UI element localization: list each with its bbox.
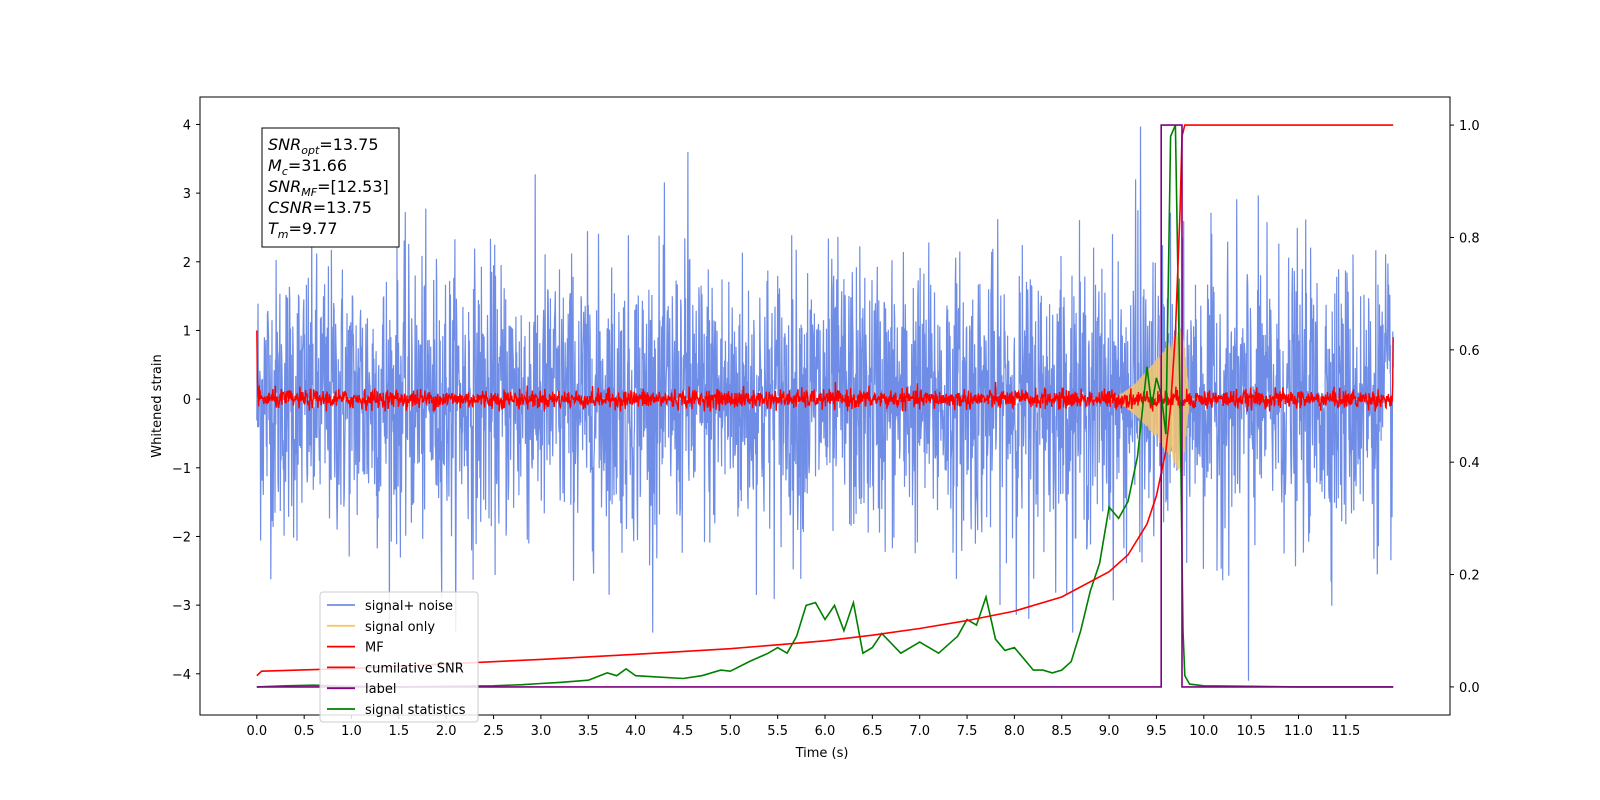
- y-tick-label: −4: [172, 668, 191, 683]
- legend-label: cumilative SNR: [365, 661, 464, 676]
- x-axis: 0.0 0.5 1.0 1.5 2.0 2.5 3.0 3.5 4.0 4.5 5.0 5.5 6.0 6…: [246, 715, 1360, 739]
- y-tick-label: 4: [183, 118, 191, 133]
- stats-symbol: CSNR: [268, 198, 313, 217]
- x-tick-label: 11.0: [1284, 724, 1313, 739]
- y-tick-label: −3: [172, 599, 191, 614]
- y-axis-left: −4 −3 −2 −1 0 1 2 3 4: [172, 118, 200, 683]
- y-tick-label: 3: [183, 187, 191, 202]
- legend-frame: [319, 591, 479, 723]
- x-tick-label: 5.5: [767, 724, 788, 739]
- x-tick-label: 7.5: [957, 724, 978, 739]
- x-tick-label: 10.5: [1237, 724, 1266, 739]
- y2-tick-label: 0.6: [1459, 344, 1480, 359]
- x-tick-label: 7.0: [909, 724, 930, 739]
- stats-subscript: c: [282, 165, 288, 178]
- x-tick-label: 8.0: [1004, 724, 1025, 739]
- y2-tick-label: 0.0: [1459, 681, 1480, 696]
- stats-subscript: m: [278, 228, 289, 241]
- x-tick-label: 0.5: [294, 724, 315, 739]
- x-axis-label: Time (s): [795, 746, 849, 761]
- y-tick-label: −1: [172, 462, 191, 477]
- stats-subscript: opt: [301, 144, 320, 157]
- stats-line: Mc=31.66: [268, 156, 347, 178]
- x-tick-label: 1.0: [341, 724, 362, 739]
- y2-tick-label: 1.0: [1459, 119, 1480, 134]
- stats-value: =[12.53]: [317, 177, 389, 196]
- stats-symbol: SNR: [268, 135, 301, 154]
- x-tick-label: 11.5: [1331, 724, 1360, 739]
- legend-label: label: [365, 682, 396, 697]
- legend-label: signal+ noise: [365, 599, 453, 614]
- series-label-line: [256, 124, 1394, 688]
- stats-line: Tm=9.77: [268, 219, 338, 241]
- stats-box-frame: [261, 127, 400, 248]
- y-tick-label: 2: [183, 256, 191, 271]
- x-tick-label: 5.0: [720, 724, 741, 739]
- legend-label: signal only: [365, 620, 435, 635]
- x-tick-label: 6.0: [815, 724, 836, 739]
- x-tick-label: 2.0: [436, 724, 457, 739]
- series-mf-line: [256, 330, 1394, 412]
- y2-tick-label: 0.2: [1459, 569, 1480, 584]
- legend-label: signal statistics: [365, 703, 466, 718]
- y2-tick-label: 0.8: [1459, 231, 1480, 246]
- stats-symbol: SNR: [268, 177, 301, 196]
- legend: signal+ noise signal only MF cumilative SNR…: [319, 591, 479, 723]
- stats-symbol: M: [268, 156, 282, 175]
- x-tick-label: 9.0: [1099, 724, 1120, 739]
- x-tick-label: 4.0: [625, 724, 646, 739]
- y-tick-label: 1: [183, 324, 191, 339]
- stats-line: SNRMF=[12.53]: [268, 177, 389, 199]
- y-axis-right: 0.0 0.2 0.4 0.6 0.8 1.0: [1450, 119, 1480, 696]
- x-tick-label: 6.5: [862, 724, 883, 739]
- y-tick-label: 0: [183, 393, 191, 408]
- stats-subscript: MF: [301, 186, 317, 199]
- x-tick-label: 10.0: [1189, 724, 1218, 739]
- stats-line: CSNR=13.75: [268, 198, 372, 217]
- stats-value: =9.77: [289, 219, 338, 238]
- stats-symbol: T: [268, 219, 279, 238]
- legend-label: MF: [365, 641, 384, 656]
- stats-value: =31.66: [288, 156, 347, 175]
- stats-line: SNRopt=13.75: [268, 135, 379, 157]
- stats-value: =13.75: [319, 135, 378, 154]
- y-axis-label: Whitened strain: [150, 354, 165, 457]
- x-tick-label: 1.5: [389, 724, 410, 739]
- x-tick-label: 3.0: [531, 724, 552, 739]
- series-cumulative-snr-line: [256, 124, 1394, 677]
- x-tick-label: 8.5: [1051, 724, 1072, 739]
- y2-tick-label: 0.4: [1459, 456, 1480, 471]
- stats-value: =13.75: [313, 198, 372, 217]
- x-tick-label: 3.5: [578, 724, 599, 739]
- series-signal-statistics-line: [256, 124, 1394, 688]
- x-tick-label: 0.0: [246, 724, 267, 739]
- y-tick-label: −2: [172, 530, 191, 545]
- stats-annotation-box: SNRopt=13.75Mc=31.66SNRMF=[12.53]CSNR=13…: [261, 127, 400, 248]
- x-tick-label: 2.5: [483, 724, 504, 739]
- x-tick-label: 9.5: [1146, 724, 1167, 739]
- x-tick-label: 4.5: [673, 724, 694, 739]
